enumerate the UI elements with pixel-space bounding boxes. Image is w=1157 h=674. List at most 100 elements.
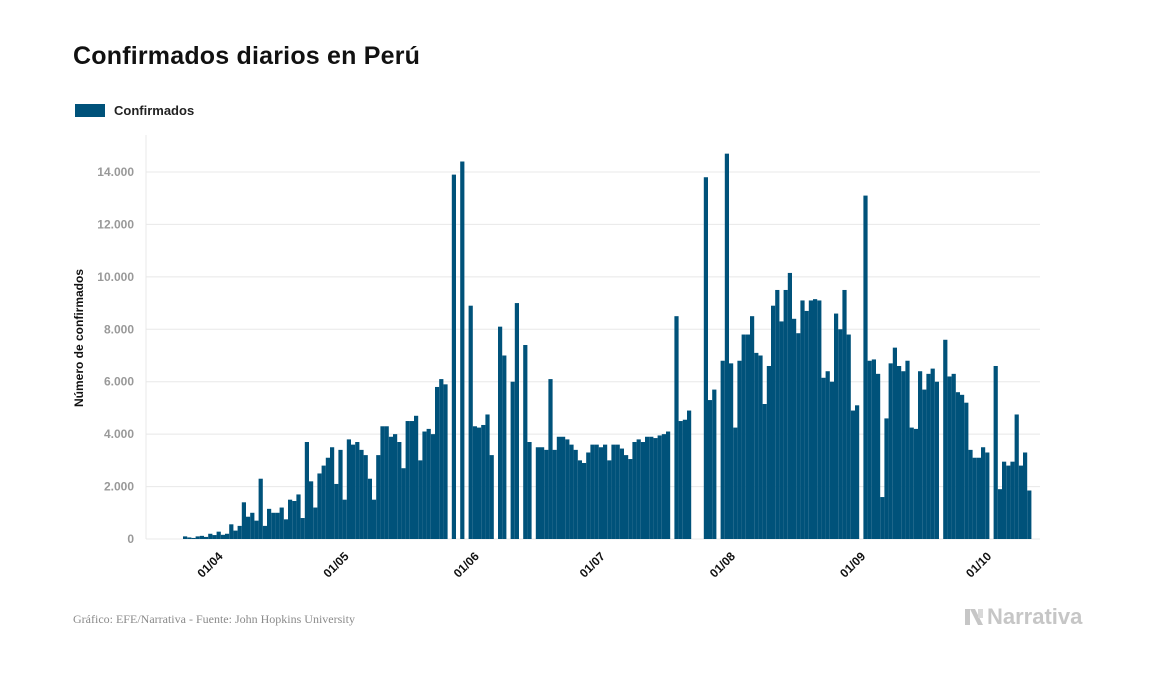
bar [1006, 465, 1011, 539]
bar [577, 460, 582, 539]
bar [401, 468, 406, 539]
bar [544, 449, 549, 539]
bar [309, 481, 314, 539]
bar [876, 373, 881, 539]
bar [233, 530, 238, 539]
bar [997, 489, 1002, 539]
y-tick-label: 12.000 [97, 217, 134, 231]
bar [443, 384, 448, 539]
bar [754, 352, 759, 539]
bar [216, 531, 221, 539]
bar [199, 535, 204, 539]
bar [657, 435, 662, 539]
bar [359, 449, 364, 539]
bar [947, 376, 952, 539]
bar [808, 300, 813, 539]
bar [338, 449, 343, 539]
bar [708, 400, 713, 539]
bar [813, 299, 818, 539]
bar [388, 436, 393, 539]
bar [355, 442, 360, 539]
bar [393, 434, 398, 539]
bar [246, 516, 251, 539]
y-tick-label: 10.000 [97, 270, 134, 284]
x-tick-label: 01/09 [837, 549, 868, 580]
bar [342, 499, 347, 539]
bar [292, 500, 297, 539]
bar [955, 392, 960, 539]
bar [229, 524, 234, 539]
bar [351, 444, 356, 539]
bar [565, 439, 570, 539]
bar [897, 365, 902, 539]
bar [771, 305, 776, 539]
chart-area: 0 2.000 4.000 6.000 8.000 10.000 12.000 14.000 N… [72, 135, 1040, 580]
bar [195, 536, 200, 539]
bar [619, 448, 624, 539]
brand-logo: Narrativa [963, 604, 1082, 630]
bar [258, 478, 263, 539]
bar [981, 447, 986, 539]
bar [1018, 465, 1023, 539]
bar [594, 444, 599, 539]
bar [703, 177, 708, 540]
bar [1002, 461, 1007, 539]
y-tick-label: 4.000 [104, 427, 134, 441]
bar [561, 436, 566, 539]
y-tick-label: 14.000 [97, 165, 134, 179]
narrativa-logo-icon [965, 609, 983, 625]
bar [426, 428, 431, 539]
bar [363, 455, 368, 539]
bar [687, 410, 692, 539]
bar [674, 316, 679, 539]
x-tick-label: 01/10 [963, 549, 994, 580]
bar [632, 442, 637, 539]
bar [325, 457, 330, 539]
bar [514, 303, 519, 539]
x-tick-label: 01/04 [194, 549, 225, 580]
bar [913, 428, 918, 539]
bar [380, 426, 385, 539]
bar [271, 512, 276, 539]
bar [661, 434, 666, 539]
bar [922, 389, 927, 539]
bar [430, 434, 435, 539]
bar [485, 414, 490, 539]
bar [871, 359, 876, 539]
bar [817, 300, 822, 539]
bar [821, 377, 826, 539]
bar [321, 465, 326, 539]
bar [834, 313, 839, 539]
bar [573, 449, 578, 539]
bar [288, 499, 293, 539]
bar [678, 421, 683, 539]
bar [825, 371, 830, 539]
bar [964, 402, 969, 539]
bar [527, 442, 532, 539]
bar [556, 436, 561, 539]
bar [682, 419, 687, 539]
bar [548, 379, 553, 539]
bar [640, 442, 645, 539]
bar [481, 424, 486, 539]
bar [745, 334, 750, 539]
bar [934, 381, 939, 539]
bar [300, 518, 305, 539]
y-axis-title: Número de confirmados [72, 269, 86, 407]
bar [451, 174, 456, 539]
bar [884, 418, 889, 539]
bar [855, 405, 860, 539]
bar [376, 455, 381, 539]
bar [850, 410, 855, 539]
bar [346, 439, 351, 539]
bar [435, 386, 440, 539]
y-tick-label: 8.000 [104, 322, 134, 336]
bar [372, 499, 377, 539]
bar [905, 360, 910, 539]
bar [783, 289, 788, 539]
bar [842, 289, 847, 539]
bar [304, 442, 309, 539]
bar [212, 535, 217, 539]
bar [1027, 490, 1032, 539]
brand-name: Narrativa [987, 604, 1083, 629]
